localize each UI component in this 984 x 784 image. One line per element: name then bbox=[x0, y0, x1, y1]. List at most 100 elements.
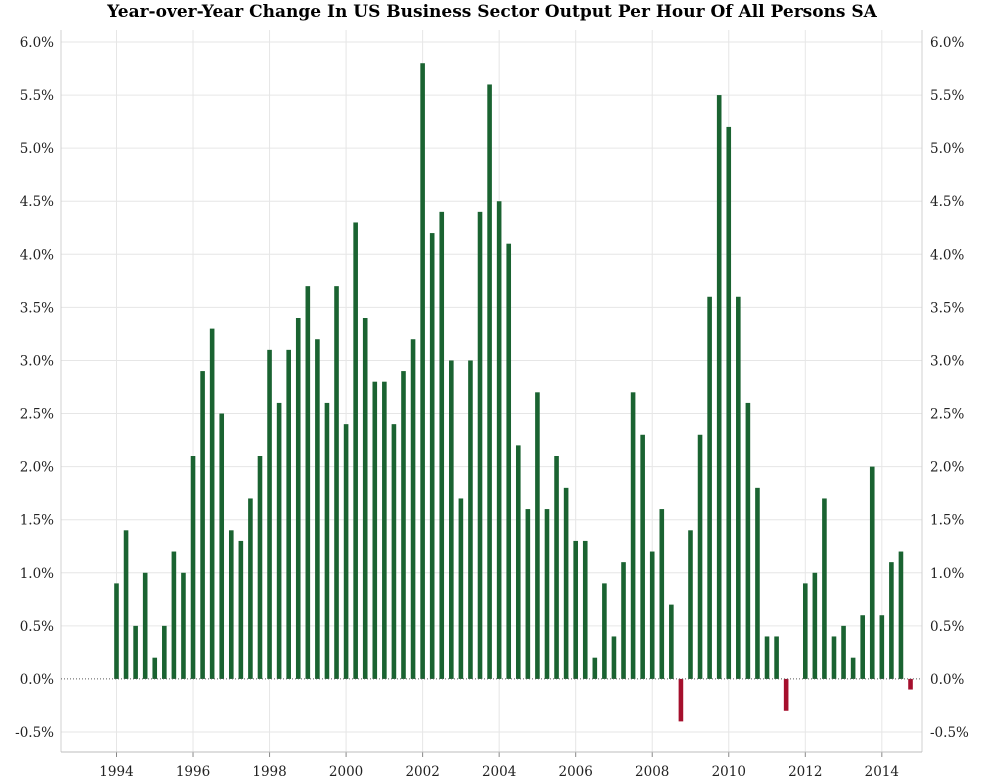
y-tick-label-left: 2.0% bbox=[20, 460, 54, 476]
y-tick-label-right: 6.0% bbox=[930, 35, 964, 51]
x-tick-label: 1994 bbox=[99, 764, 133, 780]
y-tick-label-right: 3.5% bbox=[930, 300, 964, 316]
y-tick-label-right: 3.0% bbox=[930, 353, 964, 369]
bar bbox=[372, 381, 378, 679]
y-tick-label-right: 5.0% bbox=[930, 141, 964, 157]
bar bbox=[152, 657, 158, 679]
y-tick-label-left: 3.5% bbox=[20, 300, 54, 316]
x-tick-label: 1998 bbox=[252, 764, 286, 780]
bar bbox=[420, 63, 425, 679]
x-tick-label: 2000 bbox=[329, 764, 363, 780]
x-tick-label: 2012 bbox=[788, 764, 822, 780]
bar bbox=[736, 296, 741, 679]
bar bbox=[544, 509, 550, 679]
y-tick-label-left: -0.5% bbox=[15, 725, 54, 741]
bar bbox=[898, 551, 904, 679]
y-tick-label-left: 4.5% bbox=[20, 194, 54, 210]
bar bbox=[535, 392, 540, 679]
bar bbox=[228, 530, 234, 679]
x-tick-label: 2002 bbox=[405, 764, 439, 780]
x-tick-label: 2006 bbox=[559, 764, 593, 780]
bar bbox=[477, 211, 483, 679]
bar bbox=[812, 572, 818, 679]
bar bbox=[238, 540, 244, 679]
bar bbox=[515, 445, 521, 679]
bar bbox=[879, 615, 885, 679]
bar bbox=[630, 392, 636, 679]
y-tick-label-left: 3.0% bbox=[20, 353, 54, 369]
bar bbox=[860, 615, 865, 679]
bar bbox=[621, 562, 626, 679]
bar bbox=[468, 360, 473, 679]
bar bbox=[678, 678, 684, 722]
bar bbox=[755, 487, 760, 679]
bar bbox=[582, 540, 588, 679]
bar bbox=[554, 456, 559, 679]
y-tick-label-right: -0.5% bbox=[930, 725, 969, 741]
y-tick-label-left: 2.5% bbox=[20, 407, 54, 423]
bar bbox=[688, 530, 693, 679]
y-tick-label-right: 1.0% bbox=[930, 566, 964, 582]
y-tick-label-right: 2.0% bbox=[930, 460, 964, 476]
y-tick-label-left: 4.0% bbox=[20, 247, 54, 263]
bar bbox=[334, 286, 339, 679]
bar bbox=[267, 349, 272, 679]
y-tick-label-right: 1.5% bbox=[930, 513, 964, 529]
chart-title: Year-over-Year Change In US Business Sec… bbox=[107, 2, 877, 22]
bar bbox=[315, 339, 320, 679]
bar bbox=[171, 551, 177, 679]
y-tick-label-left: 5.5% bbox=[20, 88, 54, 104]
bar bbox=[449, 360, 454, 679]
y-tick-label-left: 6.0% bbox=[20, 35, 54, 51]
bar bbox=[248, 498, 253, 679]
bar bbox=[123, 530, 129, 679]
bar bbox=[362, 318, 368, 679]
bar bbox=[181, 572, 186, 679]
bar bbox=[162, 625, 167, 679]
bar bbox=[458, 498, 464, 679]
bar bbox=[573, 540, 578, 679]
bar bbox=[209, 328, 215, 679]
bar bbox=[802, 583, 808, 679]
bar bbox=[200, 371, 205, 679]
bar bbox=[496, 201, 502, 679]
bar bbox=[487, 84, 492, 679]
bar bbox=[841, 625, 846, 679]
bar bbox=[429, 233, 435, 679]
bar bbox=[831, 636, 837, 679]
y-tick-label-right: 0.0% bbox=[930, 672, 964, 688]
bar bbox=[563, 487, 569, 679]
x-tick-label: 2004 bbox=[482, 764, 516, 780]
bar bbox=[726, 126, 732, 679]
x-tick-label: 2010 bbox=[712, 764, 746, 780]
bar bbox=[190, 456, 196, 679]
bar bbox=[324, 402, 330, 679]
y-tick-label-left: 1.5% bbox=[20, 513, 54, 529]
bar bbox=[305, 286, 311, 679]
y-tick-label-right: 5.5% bbox=[930, 88, 964, 104]
bar bbox=[697, 434, 703, 679]
bar bbox=[869, 466, 875, 679]
y-tick-label-right: 2.5% bbox=[930, 407, 964, 423]
bar bbox=[133, 625, 138, 679]
bar bbox=[764, 636, 770, 679]
bar bbox=[391, 424, 397, 679]
bar bbox=[669, 604, 674, 679]
bar bbox=[649, 551, 655, 679]
bar bbox=[410, 339, 416, 679]
bar bbox=[889, 562, 894, 679]
bar bbox=[707, 296, 712, 679]
y-tick-label-right: 4.5% bbox=[930, 194, 964, 210]
bar bbox=[506, 243, 512, 679]
bar bbox=[295, 318, 301, 679]
bar bbox=[286, 349, 291, 679]
bar bbox=[850, 657, 856, 679]
bar bbox=[716, 95, 722, 679]
y-tick-label-left: 1.0% bbox=[20, 566, 54, 582]
bar bbox=[343, 424, 349, 679]
x-tick-label: 2008 bbox=[635, 764, 669, 780]
x-tick-label: 2014 bbox=[865, 764, 899, 780]
bar bbox=[401, 371, 406, 679]
